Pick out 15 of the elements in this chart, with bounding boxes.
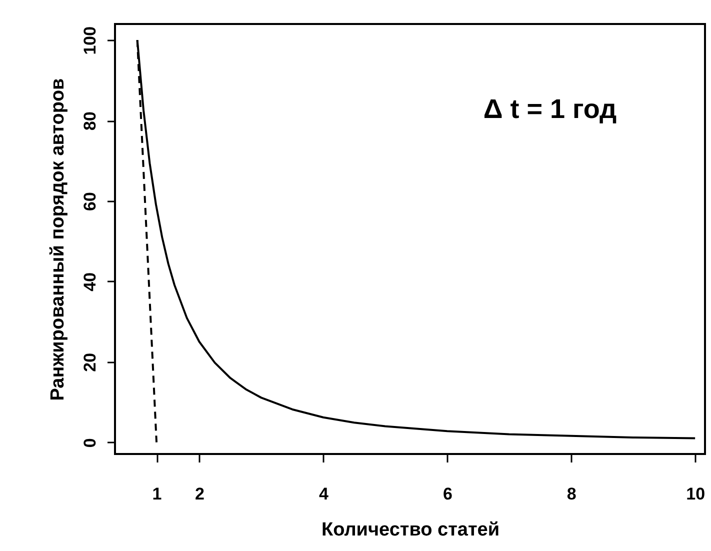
x-tick-label: 8	[566, 484, 576, 504]
x-tick-label: 6	[442, 484, 452, 504]
y-tick-label: 60	[80, 192, 100, 211]
x-axis-title: Количество статей	[321, 520, 500, 540]
annotation: Δ t = 1 год	[483, 94, 617, 124]
x-tick-label: 2	[195, 484, 205, 504]
y-tick-label: 40	[80, 272, 100, 292]
y-tick-label: 80	[80, 112, 100, 130]
x-tick-label: 1	[152, 484, 162, 504]
x-tick-label: 4	[319, 484, 329, 504]
x-tick-label: 10	[686, 484, 706, 504]
y-tick-label: 20	[80, 352, 100, 372]
y-tick-label: 100	[80, 26, 100, 55]
y-axis-title: Ранжированный порядок авторов	[48, 78, 68, 401]
y-tick-label: 0	[80, 438, 100, 448]
